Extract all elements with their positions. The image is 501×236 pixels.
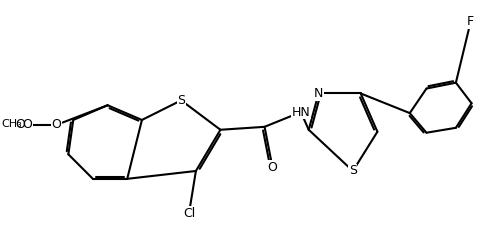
Text: HN: HN (291, 106, 310, 119)
Text: O: O (267, 160, 277, 173)
Text: CH₃: CH₃ (2, 119, 22, 129)
Text: S: S (348, 164, 356, 177)
Text: Cl: Cl (182, 207, 195, 220)
Text: O: O (15, 118, 25, 131)
Text: N: N (313, 87, 323, 100)
Text: O: O (52, 118, 62, 131)
Text: O: O (22, 118, 32, 131)
Text: S: S (177, 94, 185, 107)
Text: O: O (52, 118, 62, 131)
Text: F: F (466, 15, 473, 28)
